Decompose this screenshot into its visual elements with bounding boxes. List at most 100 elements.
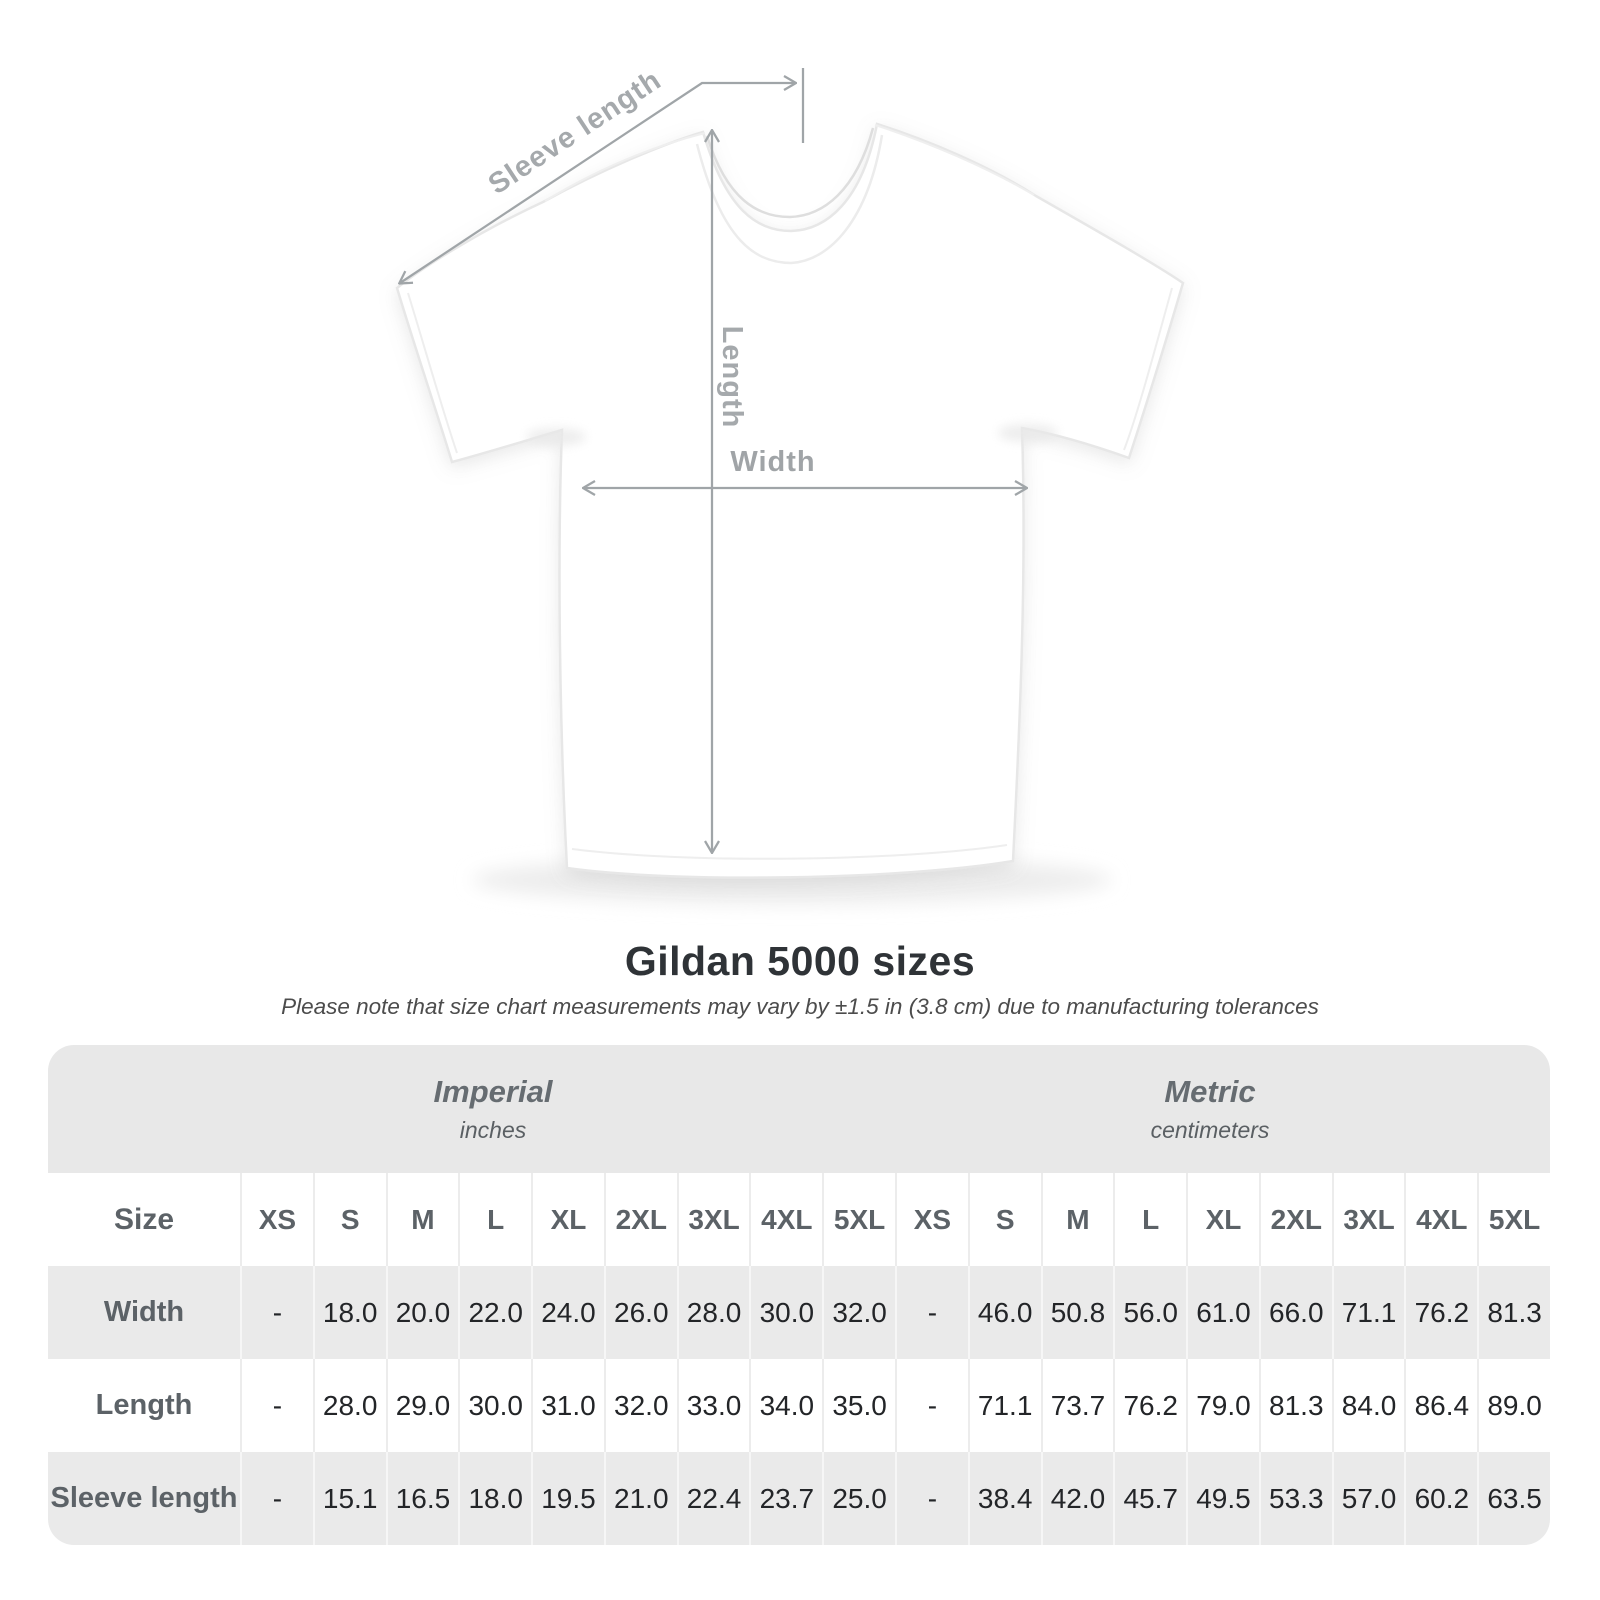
column-header: 3XL [1331,1173,1405,1266]
row-label: Sleeve length [50,1482,238,1514]
column-header: S [312,1173,386,1266]
value-cell: 33.0 [676,1359,750,1452]
row-label: Width [103,1296,185,1328]
size-table: Imperial inches Metric centimeters Size … [48,1045,1550,1545]
value-cell: - [895,1359,968,1452]
value-cell: 30.0 [749,1266,822,1359]
value-cell: 56.0 [1113,1266,1186,1359]
value-cell: 63.5 [1477,1452,1550,1545]
column-header: L [458,1173,531,1266]
width-row: Width - 18.0 20.0 22.0 24.0 26.0 28.0 30… [48,1266,1550,1359]
value-cell: 81.3 [1477,1266,1550,1359]
value-cell: 42.0 [1040,1452,1114,1545]
value-cell: 22.0 [458,1266,531,1359]
value-cell: - [240,1452,313,1545]
value-cell: - [240,1359,313,1452]
value-cell: 28.0 [312,1359,386,1452]
column-header: 2XL [1258,1173,1332,1266]
column-header: 3XL [676,1173,750,1266]
imperial-label: Imperial [433,1074,553,1109]
value-cell: - [895,1266,968,1359]
column-header: 5XL [822,1173,895,1266]
column-header: XS [240,1173,313,1266]
sleeve-length-row: Sleeve length - 15.1 16.5 18.0 19.5 21.0… [48,1452,1550,1545]
column-header: 4XL [1404,1173,1477,1266]
value-cell: 30.0 [458,1359,531,1452]
bottom-hem-stitch [571,844,1008,860]
value-cell: 22.4 [676,1452,750,1545]
length-label: Length [716,326,748,429]
column-header: 4XL [749,1173,822,1266]
value-cell: 45.7 [1113,1452,1186,1545]
column-header: XL [531,1173,604,1266]
metric-unit: centimeters [1150,1117,1270,1143]
value-cell: - [895,1452,968,1545]
value-cell: 26.0 [603,1266,677,1359]
value-cell: 16.5 [385,1452,459,1545]
value-cell: 60.2 [1404,1452,1477,1545]
column-header: M [385,1173,459,1266]
size-table-grid: Size XS S M L XL 2XL 3XL 4XL 5XL XS S M … [48,1173,1550,1545]
left-sleeve-hem [407,292,458,454]
width-label: Width [730,446,815,478]
value-cell: 49.5 [1186,1452,1259,1545]
value-cell: 53.3 [1258,1452,1332,1545]
tolerance-note: Please note that size chart measurements… [281,994,1319,1019]
value-cell: 50.8 [1040,1266,1114,1359]
value-cell: 35.0 [822,1359,895,1452]
right-sleeve-hem [1123,287,1173,451]
value-cell: 84.0 [1331,1359,1405,1452]
value-cell: 19.5 [531,1452,604,1545]
tshirt-measurement-diagram: Sleeve length Length Width [395,64,1185,904]
value-cell: 61.0 [1186,1266,1259,1359]
column-header: XS [895,1173,968,1266]
value-cell: 29.0 [385,1359,459,1452]
column-header: 5XL [1477,1173,1550,1266]
value-cell: 46.0 [967,1266,1041,1359]
value-cell: 31.0 [531,1359,604,1452]
value-cell: 71.1 [967,1359,1041,1452]
value-cell: - [240,1266,313,1359]
imperial-group-header: Imperial inches [434,1074,553,1144]
value-cell: 23.7 [749,1452,822,1545]
metric-group-header: Metric centimeters [1151,1074,1270,1144]
column-header: L [1113,1173,1186,1266]
value-cell: 57.0 [1331,1452,1405,1545]
row-label: Length [95,1389,193,1421]
right-shoulder-seam [874,124,1035,196]
value-cell: 79.0 [1186,1359,1259,1452]
value-cell: 81.3 [1258,1359,1332,1452]
value-cell: 32.0 [822,1266,895,1359]
value-cell: 20.0 [385,1266,459,1359]
column-header: 2XL [603,1173,677,1266]
size-header-row: Size XS S M L XL 2XL 3XL 4XL 5XL XS S M … [48,1173,1550,1266]
column-header: S [967,1173,1041,1266]
column-header: M [1040,1173,1114,1266]
column-header: XL [1186,1173,1259,1266]
value-cell: 89.0 [1477,1359,1550,1452]
page-title: Gildan 5000 sizes [624,938,976,984]
value-cell: 38.4 [967,1452,1041,1545]
unit-group-band: Imperial inches Metric centimeters [48,1045,1550,1173]
value-cell: 18.0 [312,1266,386,1359]
value-cell: 24.0 [531,1266,604,1359]
value-cell: 25.0 [822,1452,895,1545]
size-corner-header: Size [113,1202,175,1236]
value-cell: 18.0 [458,1452,531,1545]
value-cell: 32.0 [603,1359,677,1452]
tshirt-illustration [395,122,1185,879]
left-underarm-shadow [526,428,586,446]
value-cell: 76.2 [1113,1359,1186,1452]
metric-label: Metric [1164,1074,1256,1109]
sleeve-length-arrow [400,83,795,283]
value-cell: 28.0 [676,1266,750,1359]
value-cell: 66.0 [1258,1266,1332,1359]
value-cell: 15.1 [312,1452,386,1545]
value-cell: 34.0 [749,1359,822,1452]
value-cell: 71.1 [1331,1266,1405,1359]
value-cell: 76.2 [1404,1266,1477,1359]
length-row: Length - 28.0 29.0 30.0 31.0 32.0 33.0 3… [48,1359,1550,1452]
right-underarm-shadow [998,424,1058,442]
imperial-unit: inches [459,1117,527,1143]
dimension-lines [400,68,1026,852]
